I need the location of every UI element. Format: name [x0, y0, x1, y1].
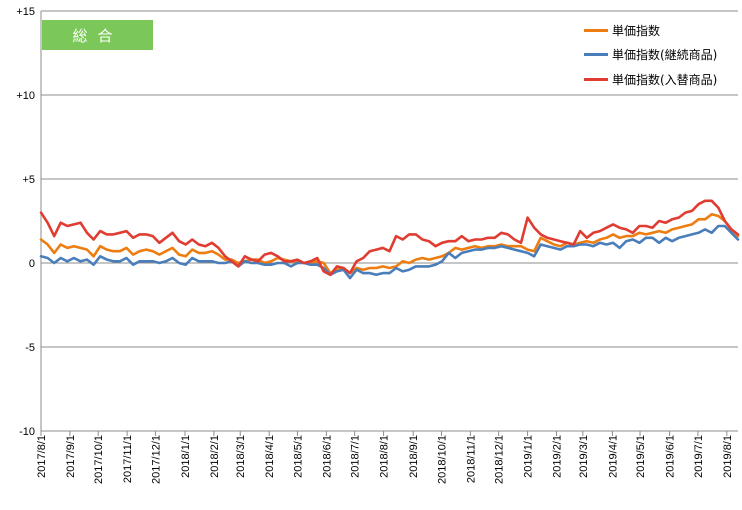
x-tick-label: 2018/1/1: [180, 435, 192, 478]
x-axis: 2017/8/1 2017/9/1 2017/10/1 2017/11/1 2017/1…: [36, 431, 734, 484]
x-tick-label: 2019/8/1: [722, 435, 734, 478]
y-tick-label: -5: [25, 342, 35, 354]
x-tick-label: 2017/11/1: [122, 435, 134, 483]
x-tick-label: 2018/10/1: [436, 435, 448, 484]
legend-swatch-orange: [584, 29, 608, 32]
x-tick-label: 2018/6/1: [321, 435, 333, 478]
x-tick-label: 2018/8/1: [379, 435, 391, 478]
x-tick-label: 2019/3/1: [578, 435, 590, 478]
x-tick-label: 2018/4/1: [264, 435, 276, 478]
legend-item-continuing-products: 単価指数(継続商品): [584, 46, 717, 63]
x-tick-label: 2017/10/1: [93, 435, 105, 484]
x-tick-label: 2017/12/1: [150, 435, 162, 484]
y-tick-label: +15: [16, 6, 35, 18]
x-tick-label: 2018/12/1: [494, 435, 506, 484]
legend-label: 単価指数(入替商品): [612, 73, 718, 87]
legend-item-unit-price-index: 単価指数: [584, 22, 660, 39]
legend-swatch-red: [584, 78, 608, 81]
x-tick-label: 2018/3/1: [235, 435, 247, 478]
x-tick-label: 2019/4/1: [607, 435, 619, 478]
y-tick-label: +10: [16, 90, 35, 102]
x-tick-label: 2017/8/1: [36, 435, 48, 478]
series-line-0: [39, 213, 740, 275]
legend-item-replacement-products: 単価指数(入替商品): [584, 71, 717, 88]
y-tick-label: +5: [22, 174, 35, 186]
chart-title-badge: 総合: [42, 20, 153, 50]
y-tick-label: 0: [29, 258, 35, 270]
series-group: [39, 199, 740, 280]
y-tick-label: -10: [19, 426, 35, 438]
legend: 単価指数 単価指数(継続商品) 単価指数(入替商品): [584, 18, 739, 92]
legend-swatch-blue: [584, 53, 608, 56]
x-tick-label: 2018/7/1: [350, 435, 362, 478]
x-tick-label: 2019/7/1: [693, 435, 705, 478]
x-tick-label: 2019/6/1: [665, 435, 677, 478]
x-tick-label: 2018/11/1: [465, 435, 477, 483]
x-tick-label: 2018/9/1: [408, 435, 420, 478]
y-axis: +15 +10 +5 0 -5 -10: [16, 6, 42, 438]
x-tick-label: 2018/5/1: [292, 435, 304, 478]
x-tick-label: 2019/1/1: [523, 435, 535, 478]
series-line-2: [39, 199, 740, 277]
x-tick-label: 2019/2/1: [552, 435, 564, 478]
x-tick-label: 2017/9/1: [65, 435, 77, 478]
x-tick-label: 2019/5/1: [635, 435, 647, 478]
legend-label: 単価指数: [612, 24, 661, 38]
x-tick-label: 2018/2/1: [209, 435, 221, 478]
legend-label: 単価指数(継続商品): [612, 48, 718, 62]
series-line-1: [39, 224, 740, 280]
